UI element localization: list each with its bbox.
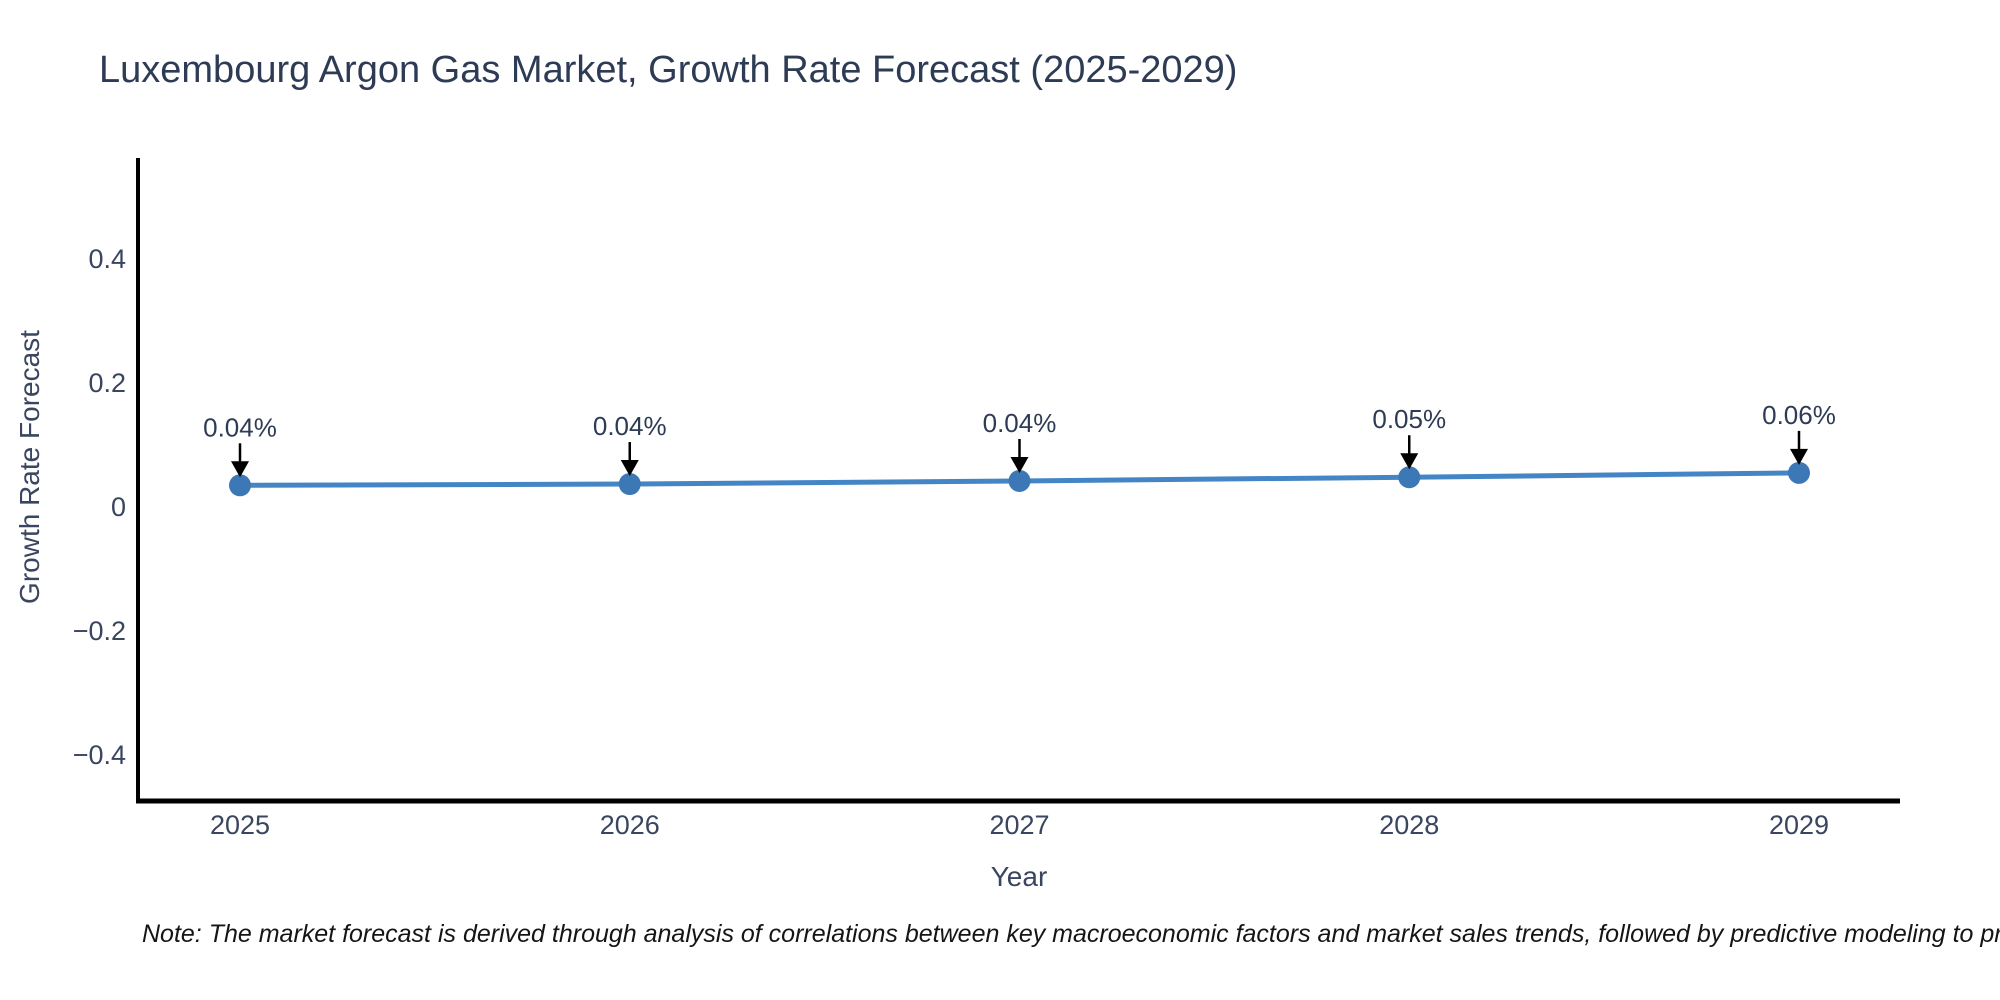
point-annotation-label: 0.04% [983, 408, 1057, 438]
point-annotation-label: 0.04% [593, 411, 667, 441]
point-annotation-label: 0.06% [1762, 400, 1836, 430]
point-annotation-label: 0.05% [1372, 404, 1446, 434]
x-tick-label: 2027 [989, 810, 1049, 840]
x-tick-label: 2028 [1379, 810, 1439, 840]
footnote: Note: The market forecast is derived thr… [142, 920, 2000, 948]
x-tick-label: 2026 [600, 810, 660, 840]
y-tick-label: 0.4 [88, 244, 126, 274]
annotation-arrow-head [620, 460, 639, 477]
data-point-marker[interactable] [1788, 461, 1810, 484]
point-annotation-label: 0.04% [203, 412, 277, 442]
x-axis-title: Year [990, 861, 1048, 892]
annotation-arrow-head [231, 461, 249, 478]
y-tick-label: 0 [111, 492, 126, 522]
data-point-marker[interactable] [229, 474, 251, 497]
data-point-marker[interactable] [1398, 466, 1421, 489]
data-point-marker[interactable] [1008, 469, 1031, 492]
annotation-arrow-head [1010, 456, 1029, 473]
y-tick-label: −0.2 [73, 616, 126, 646]
annotation-arrow-head [1790, 448, 1808, 465]
annotation-arrow-head [1400, 453, 1419, 470]
y-tick-label: 0.2 [88, 368, 126, 398]
x-tick-label: 2029 [1769, 810, 1829, 840]
chart-title: Luxembourg Argon Gas Market, Growth Rate… [99, 49, 1238, 91]
x-tick-label: 2025 [210, 810, 270, 840]
data-point-marker[interactable] [618, 473, 641, 496]
y-tick-label: −0.4 [73, 740, 126, 770]
